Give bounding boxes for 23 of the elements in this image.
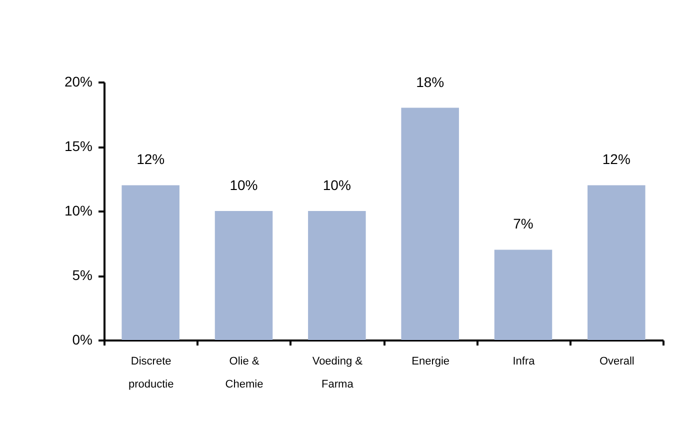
bar bbox=[122, 185, 180, 340]
y-tick-label: 15% bbox=[64, 138, 92, 154]
x-tick-label: Overall bbox=[599, 356, 634, 368]
bar bbox=[401, 108, 459, 340]
bar bbox=[308, 211, 366, 340]
data-label: 7% bbox=[513, 216, 534, 232]
data-label: 18% bbox=[416, 74, 444, 90]
x-tick-label: Infra bbox=[512, 356, 536, 368]
x-tick-label: Energie bbox=[412, 356, 450, 368]
bar bbox=[494, 250, 552, 340]
data-label: 12% bbox=[136, 151, 165, 168]
data-label: 10% bbox=[230, 177, 258, 193]
x-tick-label: Olie & Chemie bbox=[225, 356, 264, 390]
bar bbox=[214, 211, 273, 340]
y-tick-label: 0% bbox=[72, 332, 92, 348]
bar bbox=[588, 185, 646, 340]
y-tick-label: 10% bbox=[64, 202, 92, 218]
x-tick-label: Discrete productie bbox=[128, 356, 174, 390]
x-tick-label: Voeding & Farma bbox=[312, 356, 364, 390]
y-tick-label: 20% bbox=[64, 74, 92, 90]
data-label: 10% bbox=[322, 177, 351, 193]
data-label: 12% bbox=[602, 151, 630, 168]
y-tick-label: 5% bbox=[72, 267, 92, 283]
